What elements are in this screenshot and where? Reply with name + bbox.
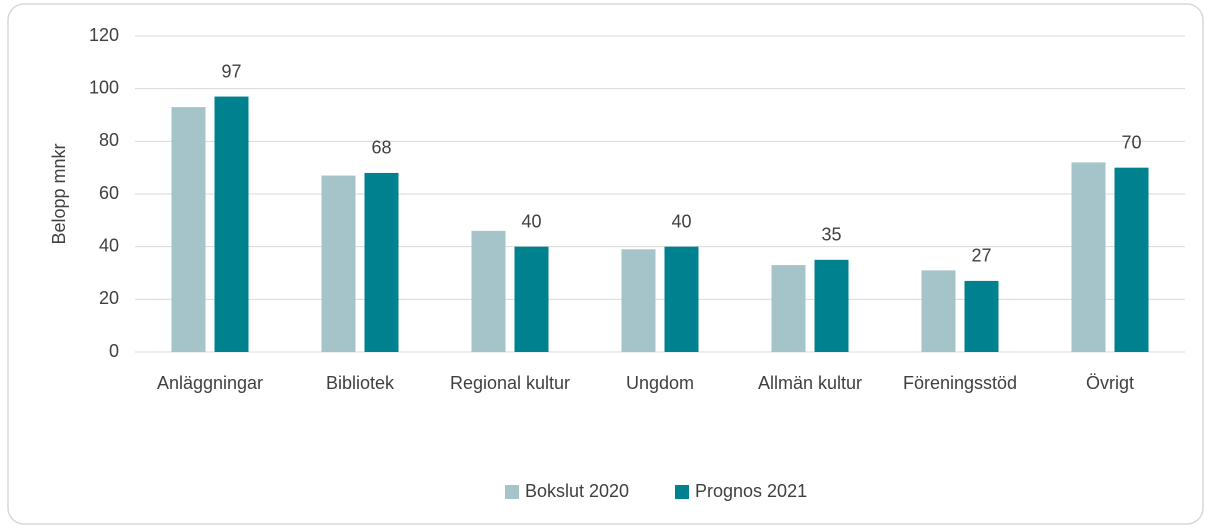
bar <box>964 280 999 352</box>
data-label: 27 <box>971 246 991 266</box>
y-tick-label: 100 <box>89 77 119 97</box>
data-label: 68 <box>371 138 391 158</box>
bar <box>214 96 249 352</box>
bar <box>814 259 849 352</box>
data-label: 40 <box>521 211 541 231</box>
x-tick-label: Regional kultur <box>450 373 570 393</box>
bar <box>514 246 549 352</box>
x-tick-label: Föreningsstöd <box>903 373 1017 393</box>
y-tick-label: 80 <box>99 130 119 150</box>
bar <box>1071 162 1106 352</box>
x-tick-label: Anläggningar <box>157 373 263 393</box>
bar <box>771 265 806 352</box>
chart-frame <box>7 3 1204 525</box>
bar <box>621 249 656 352</box>
y-tick-label: 120 <box>89 25 119 45</box>
y-tick-label: 0 <box>109 341 119 361</box>
bar <box>1114 167 1149 352</box>
y-tick-label: 20 <box>99 288 119 308</box>
legend-swatch <box>675 485 689 499</box>
bar <box>664 246 699 352</box>
x-tick-label: Allmän kultur <box>758 373 862 393</box>
data-label: 70 <box>1121 132 1141 152</box>
data-label: 35 <box>821 225 841 245</box>
data-label: 97 <box>221 61 241 81</box>
y-tick-label: 40 <box>99 235 119 255</box>
x-tick-label: Bibliotek <box>326 373 395 393</box>
x-tick-label: Övrigt <box>1086 373 1134 393</box>
bar <box>321 175 356 352</box>
legend-swatch <box>505 485 519 499</box>
legend-label: Prognos 2021 <box>695 481 807 501</box>
x-tick-label: Ungdom <box>626 373 694 393</box>
bar <box>471 230 506 352</box>
bar <box>921 270 956 352</box>
bar <box>171 107 206 352</box>
y-tick-label: 60 <box>99 183 119 203</box>
legend-label: Bokslut 2020 <box>525 481 629 501</box>
y-axis-label: Belopp mnkr <box>49 143 69 244</box>
data-label: 40 <box>671 211 691 231</box>
bar <box>364 172 399 352</box>
